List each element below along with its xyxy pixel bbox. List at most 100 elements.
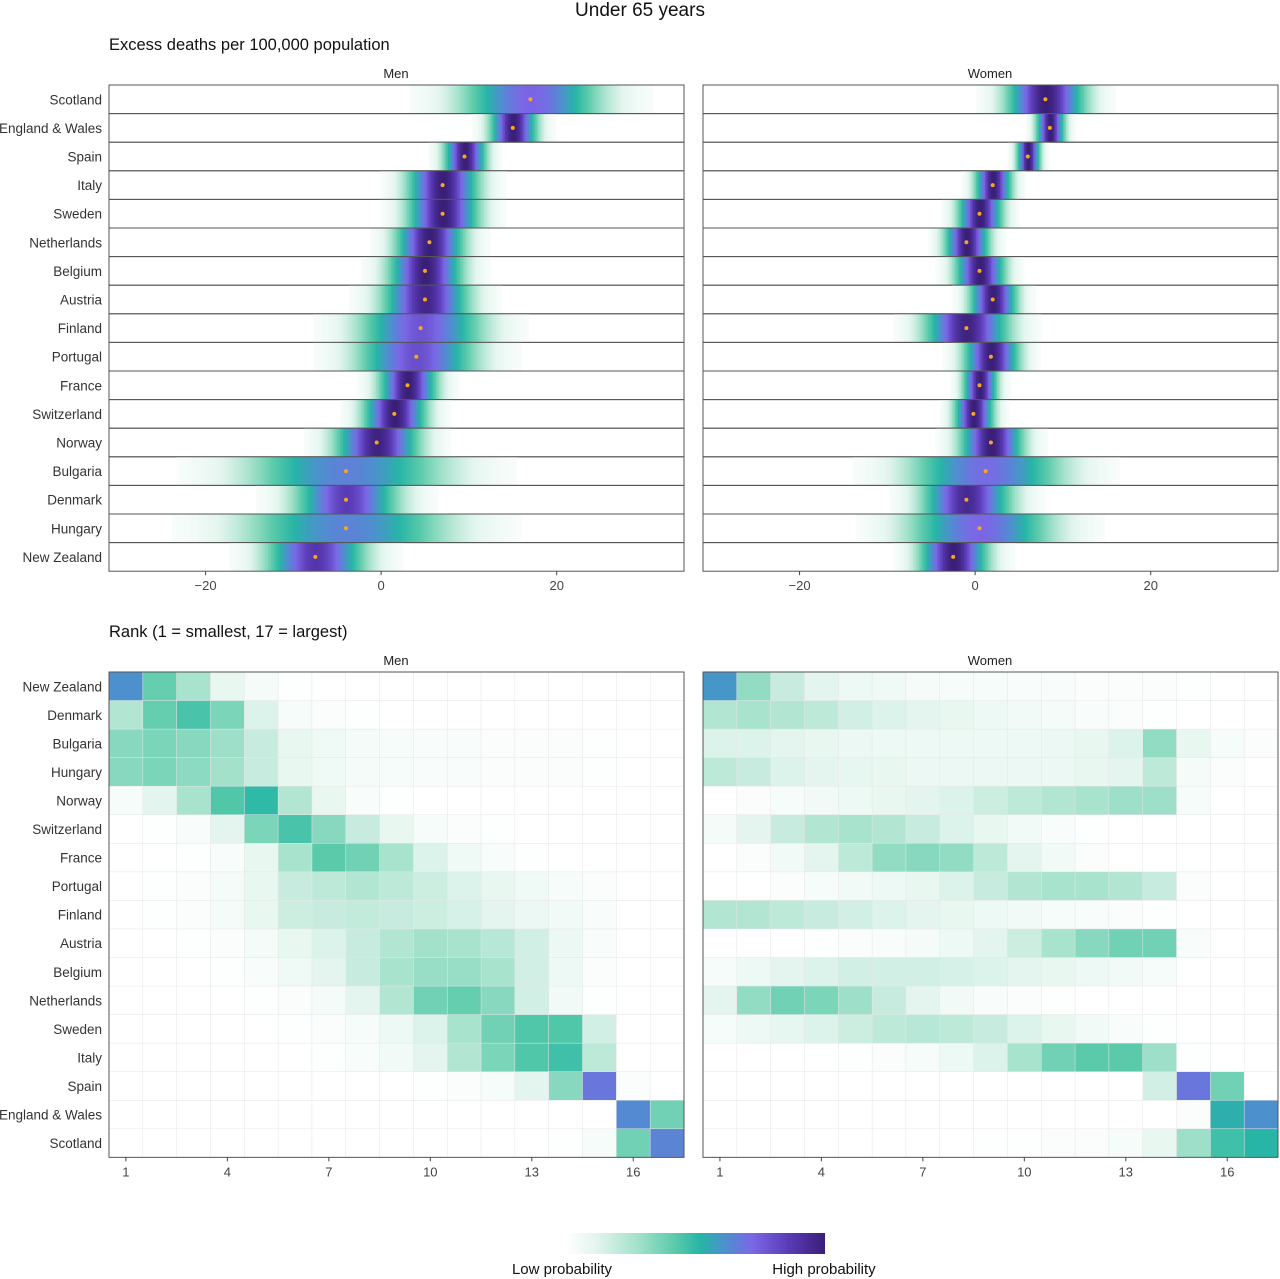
density-cell — [635, 85, 638, 114]
density-cell — [1025, 514, 1028, 543]
density-cell — [1105, 85, 1107, 114]
density-cell — [481, 228, 483, 257]
density-cell — [947, 256, 950, 286]
density-cell — [1030, 514, 1032, 543]
density-cell — [988, 371, 990, 400]
density-cell — [277, 456, 279, 486]
density-cell — [491, 456, 494, 486]
density-cell — [260, 485, 263, 514]
rank-cell — [582, 928, 617, 958]
rank-cell — [277, 814, 313, 844]
rank-cell — [1210, 728, 1245, 759]
density-cell — [454, 228, 456, 257]
density-cell — [871, 514, 873, 543]
density-cell — [422, 485, 425, 514]
density-cell — [415, 371, 417, 400]
density-cell — [488, 456, 491, 486]
density-cell — [496, 456, 498, 486]
density-cell — [961, 285, 963, 314]
density-cell — [940, 428, 942, 457]
density-cell — [1024, 514, 1026, 543]
density-cell — [1117, 456, 1119, 486]
density-cell — [931, 485, 933, 514]
density-cell — [482, 199, 485, 228]
rank-cell — [871, 957, 907, 987]
density-cell — [953, 342, 956, 371]
density-cell — [512, 342, 515, 371]
density-cell — [946, 456, 948, 486]
density-cell — [401, 199, 404, 228]
density-cell — [353, 485, 356, 514]
density-cell — [379, 371, 381, 400]
rank-cell — [838, 728, 873, 759]
density-cell — [457, 85, 459, 114]
density-cell — [361, 456, 363, 486]
density-cell — [467, 85, 470, 114]
density-cell — [434, 399, 437, 429]
density-cell — [451, 285, 453, 314]
density-cell — [325, 485, 327, 514]
density-strip-men — [108, 542, 685, 572]
rank-cell — [1176, 1128, 1211, 1158]
density-cell — [364, 542, 366, 572]
density-cell — [436, 371, 438, 400]
density-cell — [508, 113, 510, 143]
density-cell — [493, 456, 495, 486]
rank-cell — [905, 900, 941, 930]
density-cell — [311, 456, 314, 486]
rank-cell — [1243, 900, 1279, 930]
density-cell — [1030, 428, 1032, 457]
density-cell — [413, 256, 416, 286]
density-cell — [251, 456, 254, 486]
density-cell — [326, 456, 329, 486]
density-cell — [385, 514, 387, 543]
rank-cell — [871, 757, 907, 787]
density-cell — [1046, 113, 1049, 143]
density-cell — [440, 142, 443, 171]
density-cell — [478, 256, 480, 286]
density-cell — [410, 170, 413, 200]
density-cell — [1070, 456, 1073, 486]
density-cell — [478, 142, 480, 171]
density-cell — [362, 371, 365, 400]
density-cell — [472, 313, 474, 343]
density-cell — [974, 285, 977, 314]
rank-cell — [939, 1071, 975, 1101]
density-cell — [545, 113, 548, 143]
density-cell — [484, 85, 486, 114]
density-cell — [988, 456, 990, 486]
density-cell — [952, 342, 954, 371]
density-cell — [956, 371, 959, 400]
density-cell — [419, 485, 422, 514]
density-cell — [328, 428, 330, 457]
density-cell — [247, 514, 249, 543]
density-cell — [415, 456, 417, 486]
density-cell — [452, 514, 455, 543]
density-cell — [449, 285, 452, 314]
density-cell — [356, 485, 359, 514]
density-cell — [1000, 514, 1002, 543]
rank-cell — [311, 1100, 347, 1130]
density-cell — [1003, 285, 1005, 314]
rank-cell — [1040, 1100, 1076, 1130]
density-cell — [460, 170, 462, 200]
rank-cell — [1210, 928, 1245, 958]
density-cell — [350, 456, 353, 486]
x-tick-label: 4 — [818, 1164, 825, 1179]
rank-cell — [311, 1071, 347, 1101]
density-cell — [466, 199, 468, 228]
density-cell — [484, 113, 486, 143]
density-cell — [1075, 113, 1077, 143]
rank-cell — [616, 671, 651, 701]
density-cell — [184, 456, 186, 486]
density-cell — [391, 456, 393, 486]
density-cell — [338, 342, 341, 371]
density-cell — [382, 228, 384, 257]
density-cell — [947, 399, 950, 429]
density-cell — [985, 285, 987, 314]
density-cell — [470, 142, 473, 171]
density-cell — [427, 456, 429, 486]
density-cell — [416, 256, 419, 286]
density-cell — [373, 342, 375, 371]
density-cell — [427, 256, 429, 286]
